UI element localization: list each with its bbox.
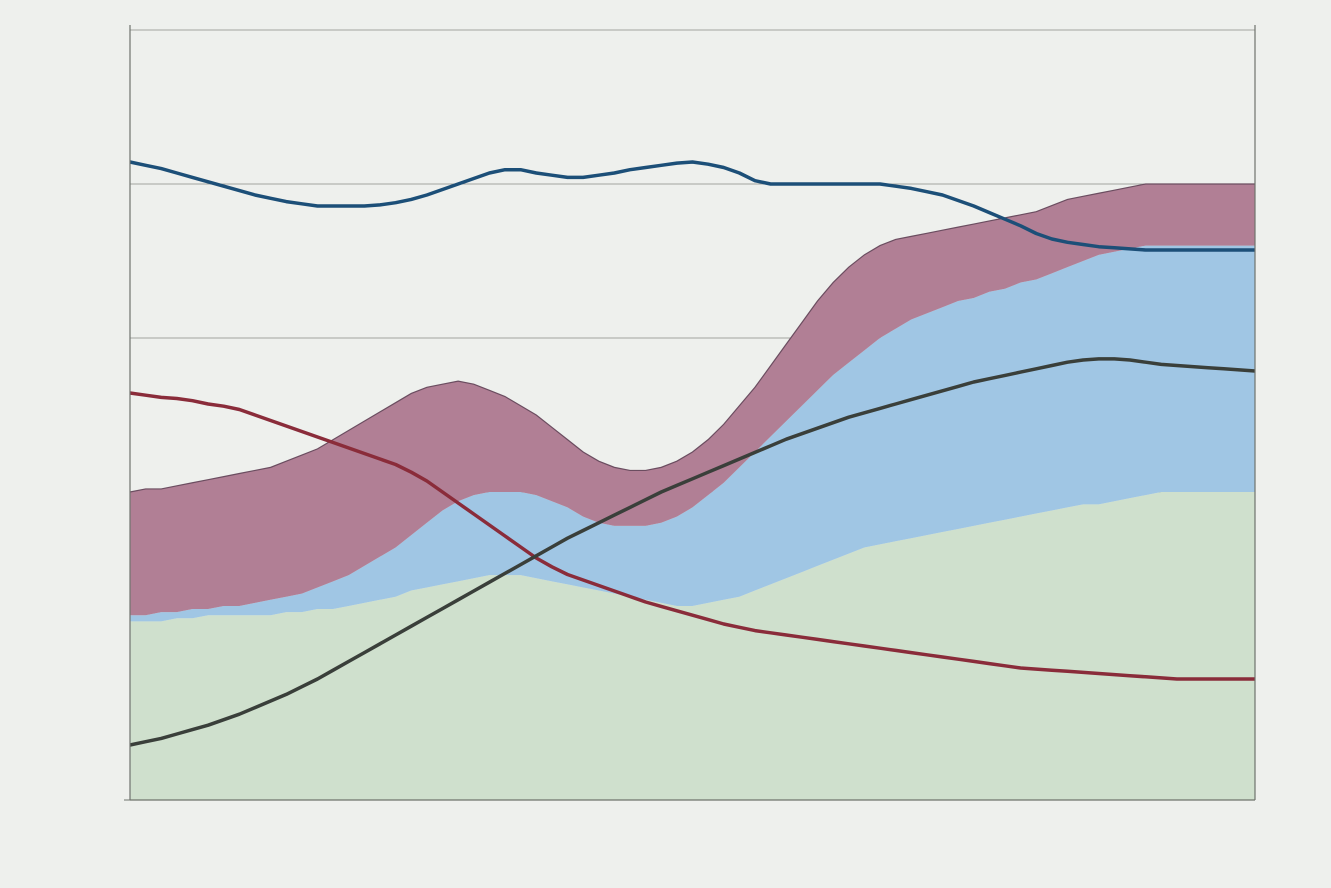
chart-svg <box>0 0 1331 888</box>
suv-chart <box>0 0 1331 888</box>
